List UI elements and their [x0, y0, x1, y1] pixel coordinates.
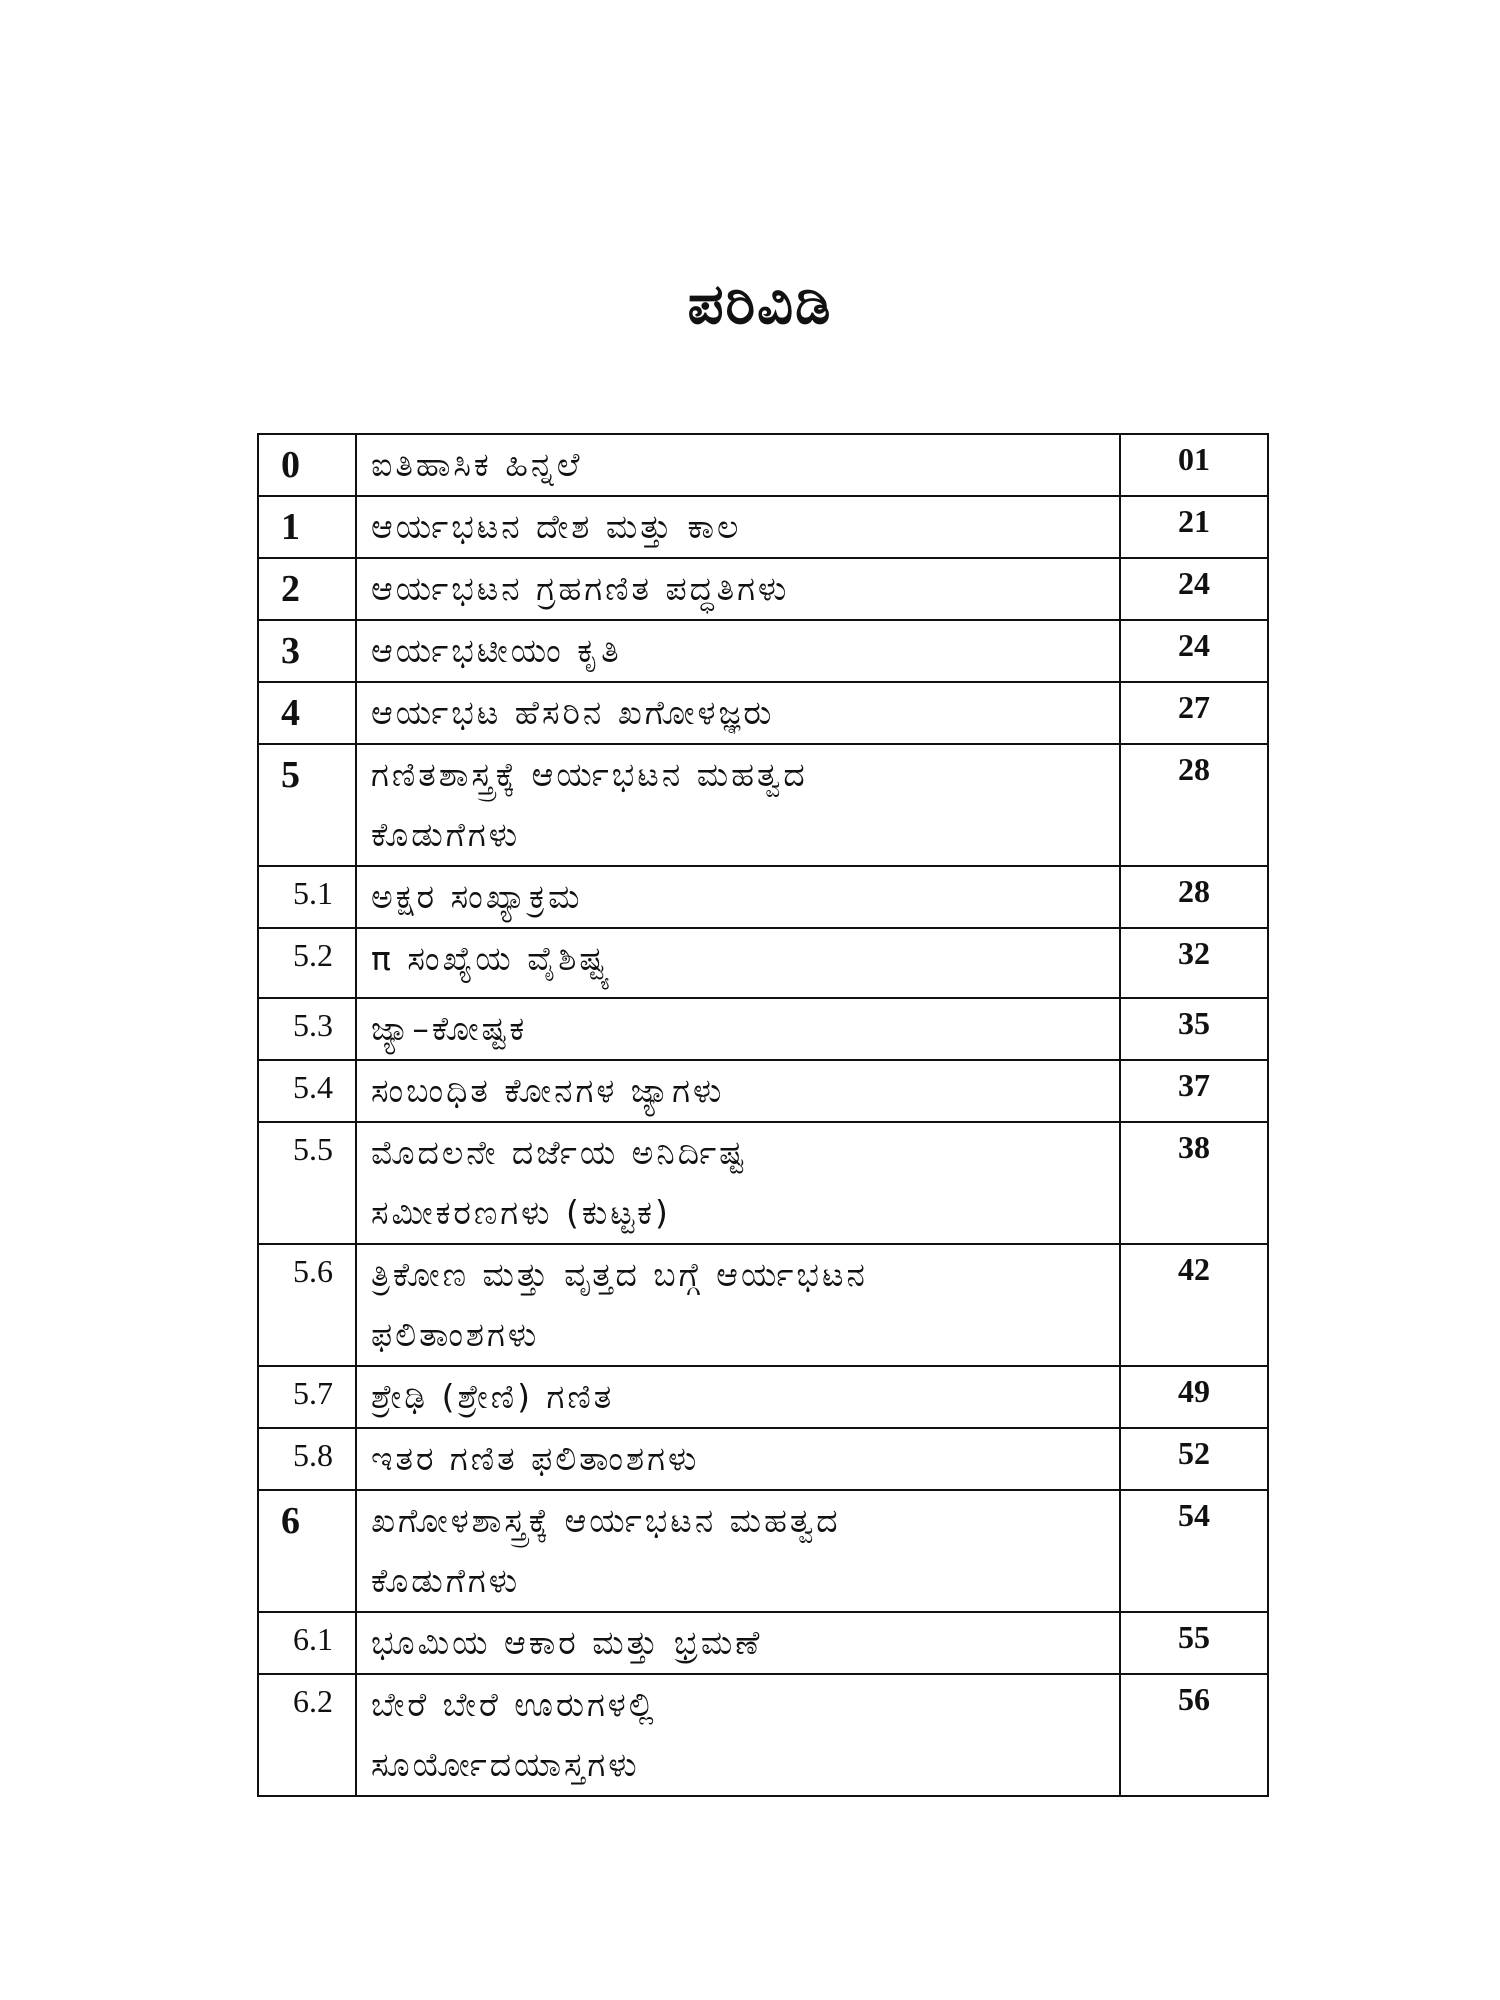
toc-row: 5.3 ಜ್ಯಾ–ಕೋಷ್ಟಕ 35 [257, 997, 1269, 1061]
section-title: ತ್ರಿಕೋಣ ಮತ್ತು ವೃತ್ತದ ಬಗ್ಗೆ ಆರ್ಯಭಟನ ಫಲಿತಾಂ… [355, 1243, 1121, 1367]
section-number: 6.2 [257, 1673, 357, 1797]
section-title: ಬೇರೆ ಬೇರೆ ಊರುಗಳಲ್ಲಿ ಸೂರ್ಯೋದಯಾಸ್ತಗಳು [355, 1673, 1121, 1797]
section-title: ಆರ್ಯಭಟ ಹೆಸರಿನ ಖಗೋಳಜ್ಞರು [355, 681, 1121, 745]
section-title-line: ಆರ್ಯಭಟನ ಗ್ರಹಗಣಿತ ಪದ್ಧತಿಗಳು [371, 569, 790, 608]
section-title-line: ಕೊಡುಗೆಗಳು [371, 815, 521, 854]
section-title-line: ತ್ರಿಕೋಣ ಮತ್ತು ವೃತ್ತದ ಬಗ್ಗೆ ಆರ್ಯಭಟನ [371, 1255, 868, 1294]
section-number: 0 [257, 433, 357, 497]
toc-row: 5.4 ಸಂಬಂಧಿತ ಕೋನಗಳ ಜ್ಯಾಗಳು 37 [257, 1059, 1269, 1123]
table-of-contents: 0 ಐತಿಹಾಸಿಕ ಹಿನ್ನಲೆ 01 1 ಆರ್ಯಭಟನ ದೇಶ ಮತ್ತು ಕಾ… [257, 433, 1269, 1797]
section-title-line: ಗಣಿತಶಾಸ್ತ್ರಕ್ಕೆ ಆರ್ಯಭಟನ ಮಹತ್ವದ [371, 755, 808, 794]
section-title: ಆರ್ಯಭಟನ ಗ್ರಹಗಣಿತ ಪದ್ಧತಿಗಳು [355, 557, 1121, 621]
page-number: 24 [1119, 619, 1269, 683]
page-number: 27 [1119, 681, 1269, 745]
page-number: 49 [1119, 1365, 1269, 1429]
section-number: 5.5 [257, 1121, 357, 1245]
section-title: ಜ್ಯಾ–ಕೋಷ್ಟಕ [355, 997, 1121, 1061]
section-number: 5.1 [257, 865, 357, 929]
toc-row: 5.1 ಅಕ್ಷರ ಸಂಖ್ಯಾಕ್ರಮ 28 [257, 865, 1269, 929]
section-number: 5.7 [257, 1365, 357, 1429]
section-title-line: ಐತಿಹಾಸಿಕ ಹಿನ್ನಲೆ [371, 445, 583, 484]
page-number: 32 [1119, 927, 1269, 999]
section-number: 5.6 [257, 1243, 357, 1367]
toc-row: 5.7 ಶ್ರೇಢಿ (ಶ್ರೇಣಿ) ಗಣಿತ 49 [257, 1365, 1269, 1429]
section-title-line: ಇತರ ಗಣಿತ ಫಲಿತಾಂಶಗಳು [371, 1439, 700, 1478]
section-title: ಆರ್ಯಭಟೀಯಂ ಕೃತಿ [355, 619, 1121, 683]
toc-row: 5 ಗಣಿತಶಾಸ್ತ್ರಕ್ಕೆ ಆರ್ಯಭಟನ ಮಹತ್ವದ ಕೊಡುಗೆಗಳು… [257, 743, 1269, 867]
section-title-line: π ಸಂಖ್ಯೆಯ ವೈಶಿಷ್ಟ್ಯ [371, 939, 614, 978]
toc-row: 2 ಆರ್ಯಭಟನ ಗ್ರಹಗಣಿತ ಪದ್ಧತಿಗಳು 24 [257, 557, 1269, 621]
page-number: 55 [1119, 1611, 1269, 1675]
section-title-line: ಜ್ಯಾ–ಕೋಷ್ಟಕ [371, 1009, 528, 1048]
toc-row: 3 ಆರ್ಯಭಟೀಯಂ ಕೃತಿ 24 [257, 619, 1269, 683]
page-number: 21 [1119, 495, 1269, 559]
section-title-line: ಬೇರೆ ಬೇರೆ ಊರುಗಳಲ್ಲಿ [371, 1685, 657, 1724]
section-title: ಭೂಮಿಯ ಆಕಾರ ಮತ್ತು ಭ್ರಮಣೆ [355, 1611, 1121, 1675]
toc-row: 5.6 ತ್ರಿಕೋಣ ಮತ್ತು ವೃತ್ತದ ಬಗ್ಗೆ ಆರ್ಯಭಟನ ಫಲಿ… [257, 1243, 1269, 1367]
section-number: 3 [257, 619, 357, 683]
page-number: 52 [1119, 1427, 1269, 1491]
section-title-line: ಆರ್ಯಭಟ ಹೆಸರಿನ ಖಗೋಳಜ್ಞರು [371, 693, 775, 732]
section-title-line: ಭೂಮಿಯ ಆಕಾರ ಮತ್ತು ಭ್ರಮಣೆ [371, 1623, 763, 1662]
section-title-line: ಆರ್ಯಭಟನ ದೇಶ ಮತ್ತು ಕಾಲ [371, 507, 742, 546]
page-title: ಪರಿವಿಡಿ [687, 272, 833, 337]
page-number: 01 [1119, 433, 1269, 497]
section-number: 5.2 [257, 927, 357, 999]
page-number: 56 [1119, 1673, 1269, 1797]
section-number: 5 [257, 743, 357, 867]
section-title: ಗಣಿತಶಾಸ್ತ್ರಕ್ಕೆ ಆರ್ಯಭಟನ ಮಹತ್ವದ ಕೊಡುಗೆಗಳು [355, 743, 1121, 867]
section-number: 4 [257, 681, 357, 745]
page-number: 35 [1119, 997, 1269, 1061]
section-title-line: ಮೊದಲನೇ ದರ್ಜೆಯ ಅನಿರ್ದಿಷ್ಟ [371, 1133, 747, 1172]
page-number: 28 [1119, 865, 1269, 929]
section-title: ಅಕ್ಷರ ಸಂಖ್ಯಾಕ್ರಮ [355, 865, 1121, 929]
section-title-line: ಸಂಬಂಧಿತ ಕೋನಗಳ ಜ್ಯಾಗಳು [371, 1071, 725, 1110]
section-title-line: ಫಲಿತಾಂಶಗಳು [371, 1315, 540, 1354]
page-number: 54 [1119, 1489, 1269, 1613]
section-title-line: ಕೊಡುಗೆಗಳು [371, 1561, 521, 1600]
toc-row: 0 ಐತಿಹಾಸಿಕ ಹಿನ್ನಲೆ 01 [257, 433, 1269, 497]
section-title-line: ಸೂರ್ಯೋದಯಾಸ್ತಗಳು [371, 1745, 640, 1784]
section-number: 5.4 [257, 1059, 357, 1123]
section-title-line: ಶ್ರೇಢಿ (ಶ್ರೇಣಿ) ಗಣಿತ [371, 1377, 615, 1416]
page-number: 38 [1119, 1121, 1269, 1245]
section-title: ಶ್ರೇಢಿ (ಶ್ರೇಣಿ) ಗಣಿತ [355, 1365, 1121, 1429]
toc-row: 1 ಆರ್ಯಭಟನ ದೇಶ ಮತ್ತು ಕಾಲ 21 [257, 495, 1269, 559]
section-number: 1 [257, 495, 357, 559]
section-title: π ಸಂಖ್ಯೆಯ ವೈಶಿಷ್ಟ್ಯ [355, 927, 1121, 999]
toc-row: 4 ಆರ್ಯಭಟ ಹೆಸರಿನ ಖಗೋಳಜ್ಞರು 27 [257, 681, 1269, 745]
section-number: 5.8 [257, 1427, 357, 1491]
section-title: ಐತಿಹಾಸಿಕ ಹಿನ್ನಲೆ [355, 433, 1121, 497]
section-title: ಆರ್ಯಭಟನ ದೇಶ ಮತ್ತು ಕಾಲ [355, 495, 1121, 559]
toc-row: 5.2 π ಸಂಖ್ಯೆಯ ವೈಶಿಷ್ಟ್ಯ 32 [257, 927, 1269, 999]
section-number: 2 [257, 557, 357, 621]
section-number: 5.3 [257, 997, 357, 1061]
toc-row: 6.1 ಭೂಮಿಯ ಆಕಾರ ಮತ್ತು ಭ್ರಮಣೆ 55 [257, 1611, 1269, 1675]
page-number: 24 [1119, 557, 1269, 621]
section-number: 6.1 [257, 1611, 357, 1675]
section-title-line: ಆರ್ಯಭಟೀಯಂ ಕೃತಿ [371, 631, 622, 670]
section-title: ಖಗೋಳಶಾಸ್ತ್ರಕ್ಕೆ ಆರ್ಯಭಟನ ಮಹತ್ವದ ಕೊಡುಗೆಗಳು [355, 1489, 1121, 1613]
page-number: 28 [1119, 743, 1269, 867]
section-title-line: ಅಕ್ಷರ ಸಂಖ್ಯಾಕ್ರಮ [371, 877, 583, 916]
toc-row: 6.2 ಬೇರೆ ಬೇರೆ ಊರುಗಳಲ್ಲಿ ಸೂರ್ಯೋದಯಾಸ್ತಗಳು 56 [257, 1673, 1269, 1797]
section-title: ಇತರ ಗಣಿತ ಫಲಿತಾಂಶಗಳು [355, 1427, 1121, 1491]
section-title-line: ಸಮೀಕರಣಗಳು (ಕುಟ್ಟಕ) [371, 1193, 671, 1232]
page-number: 37 [1119, 1059, 1269, 1123]
section-title: ಮೊದಲನೇ ದರ್ಜೆಯ ಅನಿರ್ದಿಷ್ಟ ಸಮೀಕರಣಗಳು (ಕುಟ್ಟ… [355, 1121, 1121, 1245]
toc-row: 6 ಖಗೋಳಶಾಸ್ತ್ರಕ್ಕೆ ಆರ್ಯಭಟನ ಮಹತ್ವದ ಕೊಡುಗೆಗಳು… [257, 1489, 1269, 1613]
toc-row: 5.5 ಮೊದಲನೇ ದರ್ಜೆಯ ಅನಿರ್ದಿಷ್ಟ ಸಮೀಕರಣಗಳು (ಕು… [257, 1121, 1269, 1245]
page-number: 42 [1119, 1243, 1269, 1367]
section-number: 6 [257, 1489, 357, 1613]
toc-row: 5.8 ಇತರ ಗಣಿತ ಫಲಿತಾಂಶಗಳು 52 [257, 1427, 1269, 1491]
toc-body: 0 ಐತಿಹಾಸಿಕ ಹಿನ್ನಲೆ 01 1 ಆರ್ಯಭಟನ ದೇಶ ಮತ್ತು ಕಾ… [257, 433, 1269, 1797]
section-title: ಸಂಬಂಧಿತ ಕೋನಗಳ ಜ್ಯಾಗಳು [355, 1059, 1121, 1123]
section-title-line: ಖಗೋಳಶಾಸ್ತ್ರಕ್ಕೆ ಆರ್ಯಭಟನ ಮಹತ್ವದ [371, 1501, 841, 1540]
